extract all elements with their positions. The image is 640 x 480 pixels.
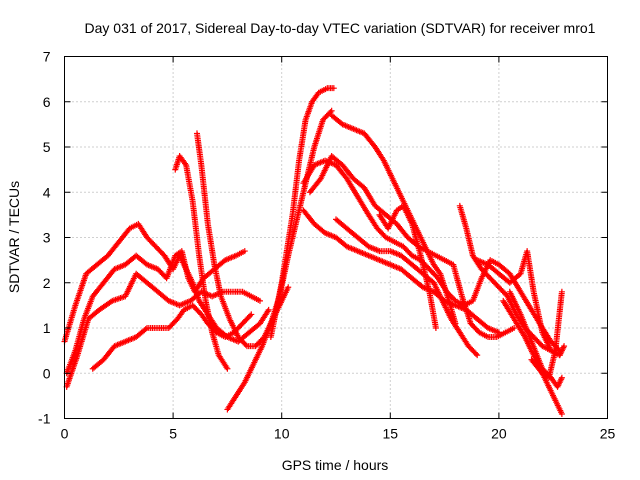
data-point (558, 374, 565, 381)
series-track-16 (474, 248, 568, 359)
series-track-3 (63, 270, 263, 390)
series-track-18 (506, 288, 565, 390)
series-track-11 (300, 207, 502, 336)
series-track-1 (61, 220, 272, 345)
data-point (558, 288, 565, 295)
x-tick-label: 25 (600, 426, 616, 442)
series-track-5 (172, 153, 231, 372)
x-tick-label: 15 (383, 426, 399, 442)
y-tick-label: 2 (43, 275, 51, 291)
x-tick-label: 5 (169, 426, 177, 442)
chart-title: Day 031 of 2017, Sidereal Day-to-day VTE… (85, 20, 596, 36)
y-tick-label: 1 (43, 320, 51, 336)
data-point (241, 248, 248, 255)
x-tick-label: 10 (274, 426, 290, 442)
data-point-fill (142, 326, 149, 333)
series-track-13 (333, 216, 481, 359)
y-axis-label: SDTVAR / TECUs (6, 181, 22, 293)
data-point-fill (247, 312, 254, 319)
series-track-8 (267, 85, 337, 341)
y-tick-label: 7 (43, 49, 51, 65)
data-point (256, 297, 263, 304)
y-tick-label: 4 (43, 184, 51, 200)
series-track-7 (224, 107, 335, 413)
y-tick-label: 0 (43, 365, 51, 381)
data-point (474, 352, 481, 359)
data-point (330, 85, 337, 92)
y-tick-label: 6 (43, 94, 51, 110)
data-points (61, 85, 568, 417)
y-tick-label: 5 (43, 139, 51, 155)
series-track-12 (306, 153, 518, 341)
series-track-4 (89, 302, 255, 372)
data-point (285, 284, 292, 291)
data-point-fill (242, 341, 249, 348)
data-point (432, 325, 439, 331)
x-tick-label: 20 (491, 426, 507, 442)
data-point (248, 311, 255, 318)
data-point (558, 410, 565, 417)
y-tick-label: -1 (38, 411, 51, 427)
series-track-6 (193, 130, 292, 350)
axis-ticks: 0 5 10 15 20 25 -1 0 1 2 3 4 5 6 7 (38, 49, 615, 442)
data-point-fill (327, 109, 334, 116)
series-track-14 (376, 202, 439, 331)
data-point (561, 343, 568, 350)
data-point (265, 306, 272, 313)
x-axis-label: GPS time / hours (282, 457, 389, 473)
data-point-fill (472, 350, 479, 357)
data-point (511, 325, 518, 331)
y-tick-label: 3 (43, 230, 51, 246)
x-tick-label: 0 (61, 426, 69, 442)
series-track-19 (528, 288, 565, 381)
data-point (224, 365, 231, 372)
